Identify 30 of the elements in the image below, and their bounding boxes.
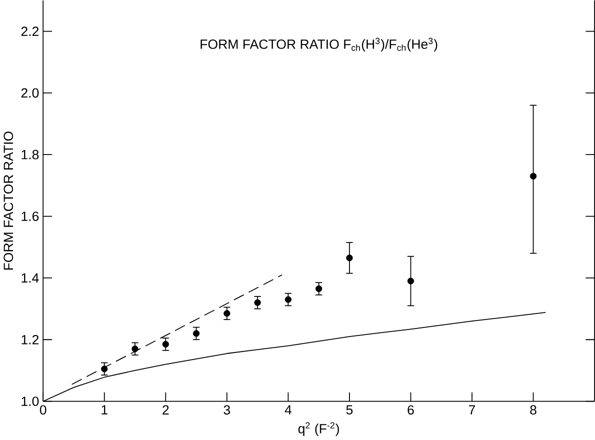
x-tick-label: 6 xyxy=(408,405,414,415)
y-axis-title: FORM FACTOR RATIO xyxy=(4,132,14,270)
point xyxy=(192,330,200,337)
point xyxy=(284,296,292,304)
y-tick-label: 1.8 xyxy=(22,150,39,160)
x-tick-label: 2 xyxy=(162,405,169,415)
point xyxy=(101,366,108,372)
point xyxy=(530,173,537,180)
y-tick-label: 1.0 xyxy=(22,396,39,406)
y-tick-label: 2.0 xyxy=(21,88,39,98)
point xyxy=(315,286,322,292)
chart-title: FORM FACTOR RATIO F$_{ch}$(H$^{3}$)/F$_{ch}$(He$^{3}$) xyxy=(200,38,438,52)
point xyxy=(132,346,138,352)
x-tick-label: 4 xyxy=(284,405,292,415)
point xyxy=(224,310,230,317)
point xyxy=(162,341,169,348)
x-tick-label: 5 xyxy=(346,405,353,415)
x-tick-label: 3 xyxy=(224,405,230,415)
point xyxy=(346,254,353,262)
y-tick-label: 1.6 xyxy=(22,212,39,222)
x-tick-label: 0 xyxy=(40,405,46,415)
y-tick-label: 2.2 xyxy=(21,26,39,36)
point xyxy=(407,278,414,285)
y-tick-label: 1.2 xyxy=(22,335,39,344)
x-tick-label: 1 xyxy=(102,405,108,415)
point xyxy=(254,299,261,306)
y-tick-label: 1.4 xyxy=(22,274,39,283)
x-tick-label: 8 xyxy=(530,405,536,415)
x-tick-label: 7 xyxy=(468,405,476,415)
x-axis-title: q$^{2}$ (F$^{-2}$) xyxy=(298,422,339,436)
